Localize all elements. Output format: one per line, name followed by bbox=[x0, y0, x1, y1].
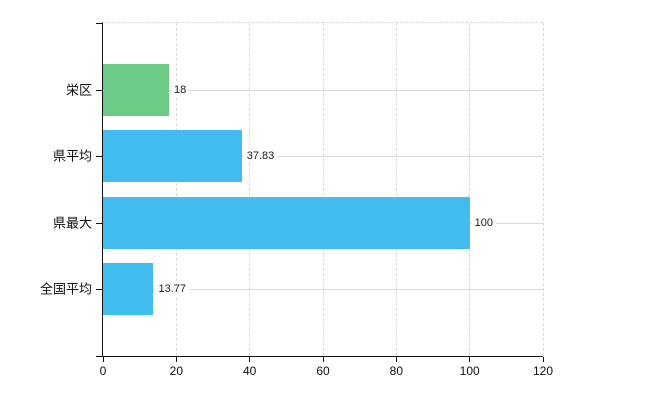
x-axis-tick-label: 0 bbox=[99, 364, 107, 378]
vertical-gridline bbox=[322, 23, 324, 356]
x-axis-tick-label: 40 bbox=[242, 364, 257, 378]
category-label: 県最大 bbox=[52, 215, 92, 231]
x-axis-tick bbox=[469, 357, 471, 362]
y-axis-tick bbox=[96, 89, 102, 91]
x-axis-tick-label: 20 bbox=[169, 364, 184, 378]
x-axis-tick bbox=[175, 357, 177, 362]
y-axis-tick bbox=[96, 156, 102, 158]
vertical-gridline bbox=[175, 23, 177, 356]
x-axis-tick-label: 80 bbox=[389, 364, 404, 378]
category-label: 栄区 bbox=[65, 82, 92, 98]
vertical-gridline bbox=[542, 23, 544, 356]
category-label: 全国平均 bbox=[39, 281, 92, 297]
x-axis-tick bbox=[102, 357, 104, 362]
bar-value-label: 37.83 bbox=[243, 149, 278, 164]
x-axis-tick-label: 60 bbox=[316, 364, 330, 378]
x-axis-tick bbox=[322, 357, 324, 362]
bar-value-label: 18 bbox=[171, 82, 190, 97]
vertical-gridline bbox=[469, 23, 471, 356]
bar-栄区[interactable] bbox=[103, 63, 169, 116]
x-axis-tick-label: 100 bbox=[459, 364, 480, 378]
y-axis-tick bbox=[96, 289, 102, 291]
y-axis-end-tick bbox=[96, 356, 102, 357]
x-axis-tick bbox=[249, 357, 251, 362]
x-axis-tick bbox=[395, 357, 397, 362]
x-axis-tick-label: 120 bbox=[532, 364, 554, 378]
x-axis-tick bbox=[542, 357, 544, 362]
y-axis-end-tick bbox=[96, 23, 102, 24]
bar-value-label: 100 bbox=[471, 215, 497, 230]
bar-全国平均[interactable] bbox=[103, 263, 154, 316]
y-axis-tick bbox=[96, 222, 102, 224]
bar-県平均[interactable] bbox=[103, 130, 242, 183]
category-label: 県平均 bbox=[52, 148, 92, 164]
vertical-gridline bbox=[395, 23, 397, 356]
vertical-gridline bbox=[249, 23, 251, 356]
plot-area: 18 37.83 100 13.77 0 20 40 60 80 100 120 bbox=[96, 22, 553, 378]
bar-value-label: 13.77 bbox=[155, 282, 190, 297]
bar-県最大[interactable] bbox=[103, 196, 470, 249]
